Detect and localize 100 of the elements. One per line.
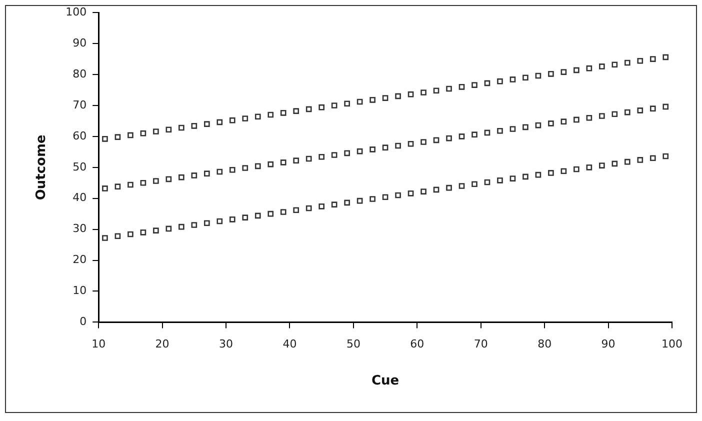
y-tick-label: 40 <box>72 191 87 204</box>
point <box>318 104 324 110</box>
point <box>408 140 414 147</box>
point <box>548 170 554 176</box>
point <box>293 207 300 214</box>
point <box>331 202 338 208</box>
point <box>484 80 490 86</box>
point <box>382 194 388 200</box>
point <box>114 184 121 190</box>
x-tick-label: 90 <box>601 338 616 351</box>
point <box>599 64 605 70</box>
point <box>535 172 542 178</box>
x-tick-label: 40 <box>282 338 297 351</box>
point <box>254 114 261 120</box>
point <box>128 182 134 188</box>
point <box>548 120 554 126</box>
point <box>344 100 350 107</box>
point <box>637 108 644 114</box>
x-tick-label: 20 <box>155 338 170 351</box>
point <box>522 74 528 81</box>
point <box>650 155 656 162</box>
point <box>484 179 490 186</box>
point <box>102 235 108 241</box>
point <box>446 184 452 191</box>
x-tick-label: 80 <box>538 338 552 351</box>
point <box>191 123 198 129</box>
point <box>599 162 605 168</box>
point <box>662 54 669 60</box>
point <box>433 186 440 193</box>
point <box>229 166 236 173</box>
point <box>356 148 363 154</box>
point <box>662 153 669 160</box>
x-tick-label: 30 <box>219 338 234 351</box>
point <box>268 112 274 118</box>
y-tick-label: 0 <box>80 315 87 328</box>
point <box>370 96 376 103</box>
point <box>612 62 618 68</box>
point <box>318 203 324 210</box>
point <box>612 160 618 167</box>
point <box>560 168 567 174</box>
point <box>114 134 121 140</box>
point <box>458 183 465 189</box>
point <box>280 110 286 116</box>
point <box>510 126 516 132</box>
point <box>382 95 388 101</box>
point <box>586 164 592 170</box>
point <box>204 170 210 177</box>
y-tick-label: 10 <box>72 284 87 298</box>
point <box>356 98 363 105</box>
point <box>370 146 376 152</box>
point <box>370 196 376 202</box>
point <box>522 124 528 130</box>
point <box>306 205 312 212</box>
point <box>586 114 592 121</box>
point <box>191 222 198 228</box>
point <box>472 132 478 138</box>
point <box>242 116 248 122</box>
point <box>178 124 184 131</box>
y-tick-label: 50 <box>72 160 87 174</box>
point <box>153 228 159 234</box>
x-tick-label: 10 <box>92 338 106 351</box>
point <box>612 111 618 118</box>
point <box>458 84 465 90</box>
point <box>254 163 261 170</box>
point <box>280 209 286 215</box>
point <box>242 165 248 171</box>
y-tick-label: 100 <box>66 5 87 18</box>
x-axis-title: Cue <box>371 374 400 389</box>
point <box>293 108 300 114</box>
point <box>420 90 426 96</box>
point <box>650 106 656 112</box>
point <box>153 128 159 134</box>
point <box>484 130 490 136</box>
point <box>166 176 172 182</box>
point <box>268 210 274 217</box>
point <box>254 212 261 219</box>
point <box>433 137 440 144</box>
point <box>395 142 401 149</box>
point <box>535 72 542 79</box>
point <box>458 134 465 140</box>
y-tick-label: 30 <box>72 222 87 236</box>
point <box>472 82 478 88</box>
point <box>420 188 426 194</box>
point <box>140 230 146 236</box>
point <box>662 104 669 110</box>
point <box>574 166 580 172</box>
y-tick-label: 90 <box>72 36 87 50</box>
point <box>599 113 605 119</box>
point <box>216 168 223 175</box>
point <box>344 150 350 156</box>
point <box>510 176 516 182</box>
point <box>535 122 542 128</box>
point <box>229 216 236 222</box>
point <box>446 86 452 92</box>
point <box>166 126 172 133</box>
x-tick-label: 70 <box>474 338 488 351</box>
point <box>102 186 108 192</box>
point <box>497 78 503 84</box>
x-tick-label: 100 <box>662 338 682 351</box>
point <box>178 224 184 230</box>
